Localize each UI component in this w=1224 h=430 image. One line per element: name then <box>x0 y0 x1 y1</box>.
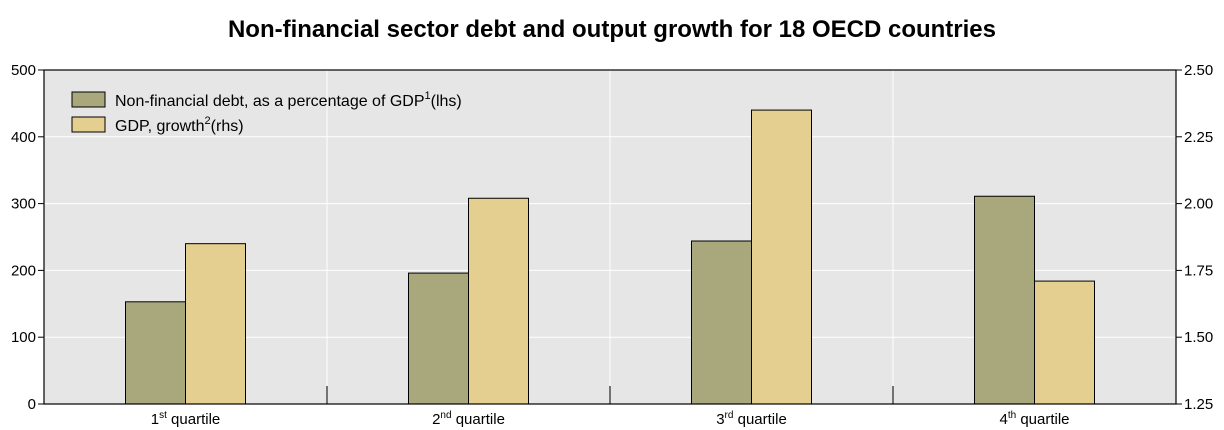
y-left-tick-label: 100 <box>11 329 36 346</box>
y-left-tick-label: 500 <box>11 62 36 79</box>
category-ordinal-suffix: rd <box>725 410 734 421</box>
bar-gdp-growth <box>468 197 529 405</box>
category-number: 2 <box>432 411 440 428</box>
y-right-tick-label: 2.50 <box>1184 62 1213 79</box>
legend-label: Non-financial debt, as a percentage of G… <box>115 90 462 110</box>
bar-gdp-growth <box>1034 280 1095 405</box>
x-category-label: 1st quartile <box>151 410 221 428</box>
bar-gdp-growth <box>751 109 812 405</box>
category-ordinal-suffix: st <box>159 410 167 421</box>
legend-label: GDP, growth2(rhs) <box>115 115 244 135</box>
category-number: 3 <box>716 411 724 428</box>
category-ordinal-suffix: nd <box>440 410 451 421</box>
y-left-tick-label: 400 <box>11 129 36 146</box>
bar-gdp-growth <box>185 243 246 405</box>
category-word: quartile <box>1016 411 1069 428</box>
y-left-tick-label: 300 <box>11 196 36 213</box>
x-category-label: 3rd quartile <box>716 410 787 428</box>
legend: Non-financial debt, as a percentage of G… <box>71 90 462 135</box>
category-ordinal-suffix: th <box>1008 410 1016 421</box>
legend-footnote-marker: 2 <box>205 115 211 127</box>
y-left-tick-label: 200 <box>11 262 36 279</box>
axes: 0 100 200 300 400 500 1.25 1.50 1.75 2.00 2.25 2.50… <box>11 62 1213 428</box>
category-number: 1 <box>151 411 159 428</box>
legend-footnote-marker: 1 <box>425 90 431 102</box>
legend-swatch <box>71 116 106 133</box>
legend-axis-hint: (lhs) <box>431 93 462 110</box>
x-category-label: 2nd quartile <box>432 410 505 428</box>
category-word: quartile <box>733 411 786 428</box>
y-right-tick-label: 2.00 <box>1184 196 1213 213</box>
y-left-tick-label: 0 <box>28 396 36 413</box>
y-right-tick-label: 2.25 <box>1184 129 1213 146</box>
category-word: quartile <box>167 411 220 428</box>
legend-axis-hint: (rhs) <box>211 118 244 135</box>
x-category-label: 4th quartile <box>999 410 1069 428</box>
category-number: 4 <box>999 411 1007 428</box>
y-right-tick-label: 1.50 <box>1184 329 1213 346</box>
chart-title: Non-financial sector debt and output gro… <box>227 16 997 43</box>
legend-swatch <box>71 91 106 108</box>
bars <box>125 109 1095 405</box>
y-right-tick-label: 1.25 <box>1184 396 1213 413</box>
bar-debt <box>974 195 1035 405</box>
bar-debt <box>408 272 469 405</box>
legend-series-name: GDP, growth <box>115 118 205 135</box>
bar-debt <box>125 301 186 405</box>
category-word: quartile <box>452 411 505 428</box>
y-right-tick-label: 1.75 <box>1184 262 1213 279</box>
legend-series-name: Non-financial debt, as a percentage of G… <box>115 93 425 110</box>
bar-debt <box>691 240 752 405</box>
